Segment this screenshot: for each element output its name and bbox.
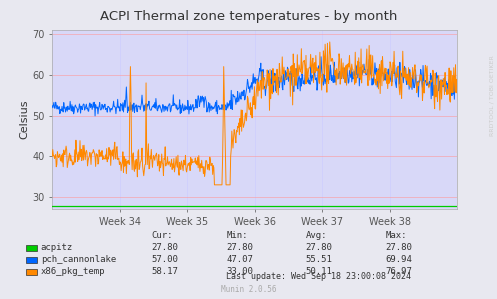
Text: 27.80: 27.80: [152, 243, 178, 252]
Text: 50.11: 50.11: [306, 267, 332, 276]
Text: Last update: Wed Sep 18 23:00:08 2024: Last update: Wed Sep 18 23:00:08 2024: [226, 272, 411, 281]
Text: 47.07: 47.07: [226, 255, 253, 264]
Text: 69.94: 69.94: [385, 255, 412, 264]
Text: 27.80: 27.80: [226, 243, 253, 252]
Text: 33.00: 33.00: [226, 267, 253, 276]
Text: Cur:: Cur:: [152, 231, 173, 240]
Text: RRDTOOL / TOBI OETIKER: RRDTOOL / TOBI OETIKER: [490, 55, 495, 136]
Text: ACPI Thermal zone temperatures - by month: ACPI Thermal zone temperatures - by mont…: [100, 10, 397, 23]
Text: 27.80: 27.80: [306, 243, 332, 252]
Text: x86_pkg_temp: x86_pkg_temp: [41, 267, 105, 276]
Text: Munin 2.0.56: Munin 2.0.56: [221, 286, 276, 295]
Text: pch_cannonlake: pch_cannonlake: [41, 255, 116, 264]
Text: 27.80: 27.80: [385, 243, 412, 252]
Text: 58.17: 58.17: [152, 267, 178, 276]
Text: Min:: Min:: [226, 231, 248, 240]
Y-axis label: Celsius: Celsius: [19, 100, 29, 139]
Text: acpitz: acpitz: [41, 243, 73, 252]
Text: Avg:: Avg:: [306, 231, 327, 240]
Text: 76.97: 76.97: [385, 267, 412, 276]
Text: 57.00: 57.00: [152, 255, 178, 264]
Text: 55.51: 55.51: [306, 255, 332, 264]
Text: Max:: Max:: [385, 231, 407, 240]
